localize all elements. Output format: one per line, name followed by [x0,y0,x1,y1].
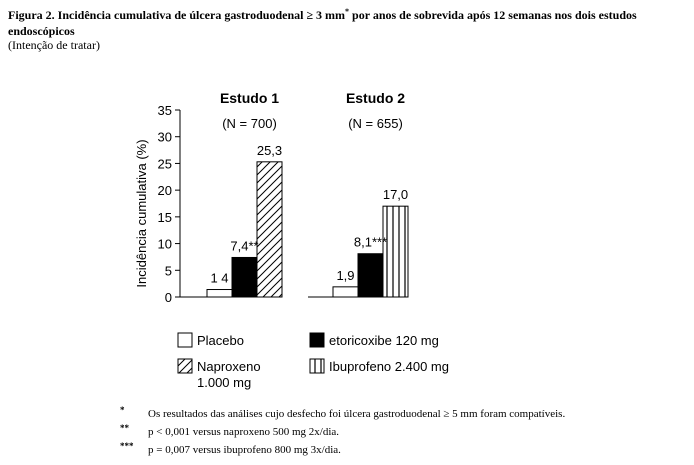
y-tick-label: 25 [158,156,172,171]
legend-swatch [309,358,325,374]
legend-label-line2: 1.000 mg [197,375,251,390]
figure-title: Figura 2. Incidência cumulativa de úlcer… [8,4,688,39]
group-title: Estudo 2 [346,90,405,106]
bar [206,289,233,298]
y-axis-title: Incidência cumulativa (%) [134,139,149,287]
bar-value-label: 17,0 [383,187,408,202]
group-n-label: (N = 655) [348,116,403,131]
group-n-label: (N = 700) [222,116,277,131]
y-tick-label: 30 [158,130,172,145]
legend-swatch [177,332,193,348]
y-tick-label: 10 [158,237,172,252]
legend-swatch [177,358,193,374]
bar [382,205,409,298]
bar-value-label: 7,4** [230,238,258,253]
bar-value-label: 25,3 [257,143,282,158]
bar-value-label: 1 4 [210,271,228,286]
bar-value-label: 8,1*** [354,235,387,250]
footnote-text: Os resultados das análises cujo desfecho… [148,408,566,420]
footnote-text: p = 0,007 versus ibuprofeno 800 mg 3x/di… [148,444,341,456]
legend-label: Placebo [197,333,244,348]
y-tick-label: 5 [165,263,172,278]
legend-label: etoricoxibe 120 mg [329,333,439,348]
footnote-text: p < 0,001 versus naproxeno 500 mg 2x/dia… [148,426,340,438]
y-tick-label: 20 [158,183,172,198]
bar-value-label: 1,9 [336,268,354,283]
bar [256,161,283,298]
legend-label: Naproxeno [197,359,261,374]
figure-title-main: Figura 2. Incidência cumulativa de úlcer… [8,8,346,22]
y-tick-label: 35 [158,103,172,118]
footnote-symbol: ** [120,423,129,433]
bar [231,256,258,298]
bar-chart: 0 5 10 15 20 25 30 35 Incidência cumulativa (%) E… [134,90,449,390]
footnote-symbol: * [120,405,125,415]
legend-label: Ibuprofeno 2.400 mg [329,359,449,374]
group-title: Estudo 1 [220,90,279,106]
legend-swatch [309,332,325,348]
y-tick-label: 0 [165,290,172,305]
bar [357,253,384,298]
bar [332,286,359,298]
footnote-symbol: *** [120,441,134,451]
figure-title-asterisk: * [345,7,350,16]
y-tick-label: 15 [158,210,172,225]
figure-title-rest: por anos de sobrevida após 12 semanas no… [8,8,637,38]
figure-subtitle: (Intenção de tratar) [8,38,100,52]
